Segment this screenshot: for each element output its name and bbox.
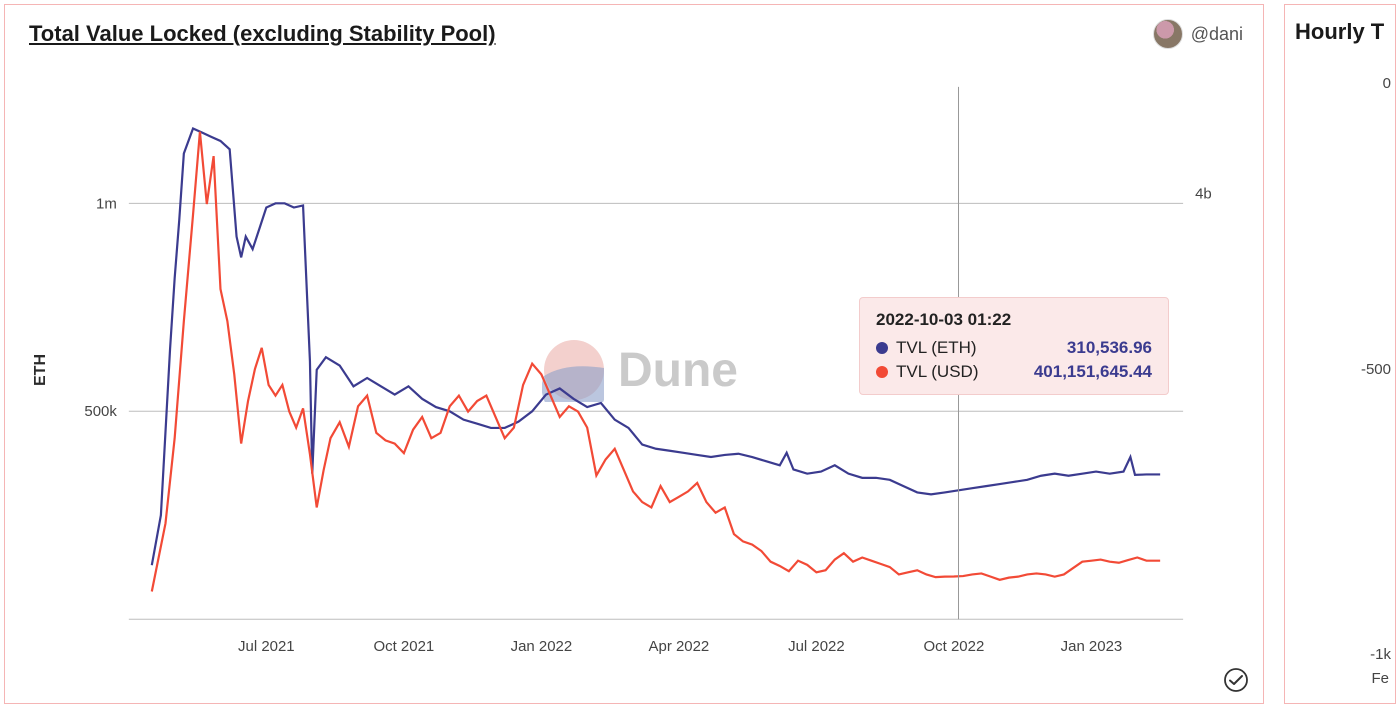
svg-text:500k: 500k xyxy=(84,403,117,420)
svg-text:Oct 2022: Oct 2022 xyxy=(924,638,985,655)
author-avatar xyxy=(1153,19,1183,49)
side-ytick: -1k xyxy=(1361,646,1391,663)
tooltip-dot-icon xyxy=(876,342,888,354)
verified-check-icon[interactable] xyxy=(1223,667,1249,693)
side-ytick: 0 xyxy=(1361,75,1391,92)
author-handle: @dani xyxy=(1191,24,1243,45)
chart-tooltip: 2022-10-03 01:22 TVL (ETH) 310,536.96 TV… xyxy=(859,297,1169,395)
svg-text:Jul 2021: Jul 2021 xyxy=(238,638,295,655)
svg-text:Jan 2022: Jan 2022 xyxy=(511,638,573,655)
chart-author[interactable]: @dani xyxy=(1153,19,1243,49)
hourly-chart-panel: Hourly T 0 -500 -1k Fe xyxy=(1284,4,1396,704)
chart-title[interactable]: Total Value Locked (excluding Stability … xyxy=(29,21,496,47)
side-chart-title[interactable]: Hourly T xyxy=(1285,5,1395,45)
tooltip-date: 2022-10-03 01:22 xyxy=(876,310,1152,330)
svg-text:1m: 1m xyxy=(96,195,117,212)
panel-header: Total Value Locked (excluding Stability … xyxy=(5,5,1263,49)
svg-text:Jul 2022: Jul 2022 xyxy=(788,638,845,655)
svg-text:Jan 2023: Jan 2023 xyxy=(1061,638,1123,655)
svg-text:Apr 2022: Apr 2022 xyxy=(649,638,710,655)
tooltip-value: 401,151,645.44 xyxy=(1034,362,1152,382)
side-ytick: -500 xyxy=(1361,361,1391,378)
tooltip-series-label: TVL (USD) xyxy=(896,362,979,382)
side-y-ticks: 0 -500 -1k xyxy=(1361,75,1391,663)
tooltip-row: TVL (ETH) 310,536.96 xyxy=(876,338,1152,358)
tooltip-row: TVL (USD) 401,151,645.44 xyxy=(876,362,1152,382)
tooltip-dot-icon xyxy=(876,366,888,378)
tvl-chart-panel: Total Value Locked (excluding Stability … xyxy=(4,4,1264,704)
svg-text:Oct 2021: Oct 2021 xyxy=(373,638,434,655)
svg-text:4b: 4b xyxy=(1195,185,1212,202)
chart-plot-area[interactable]: ETH Dune 500k1m 4b Jul 2021Oct 2021Jan 2… xyxy=(29,61,1251,679)
tooltip-value: 310,536.96 xyxy=(1067,338,1152,358)
side-xtick: Fe xyxy=(1371,670,1389,687)
tooltip-series-label: TVL (ETH) xyxy=(896,338,977,358)
